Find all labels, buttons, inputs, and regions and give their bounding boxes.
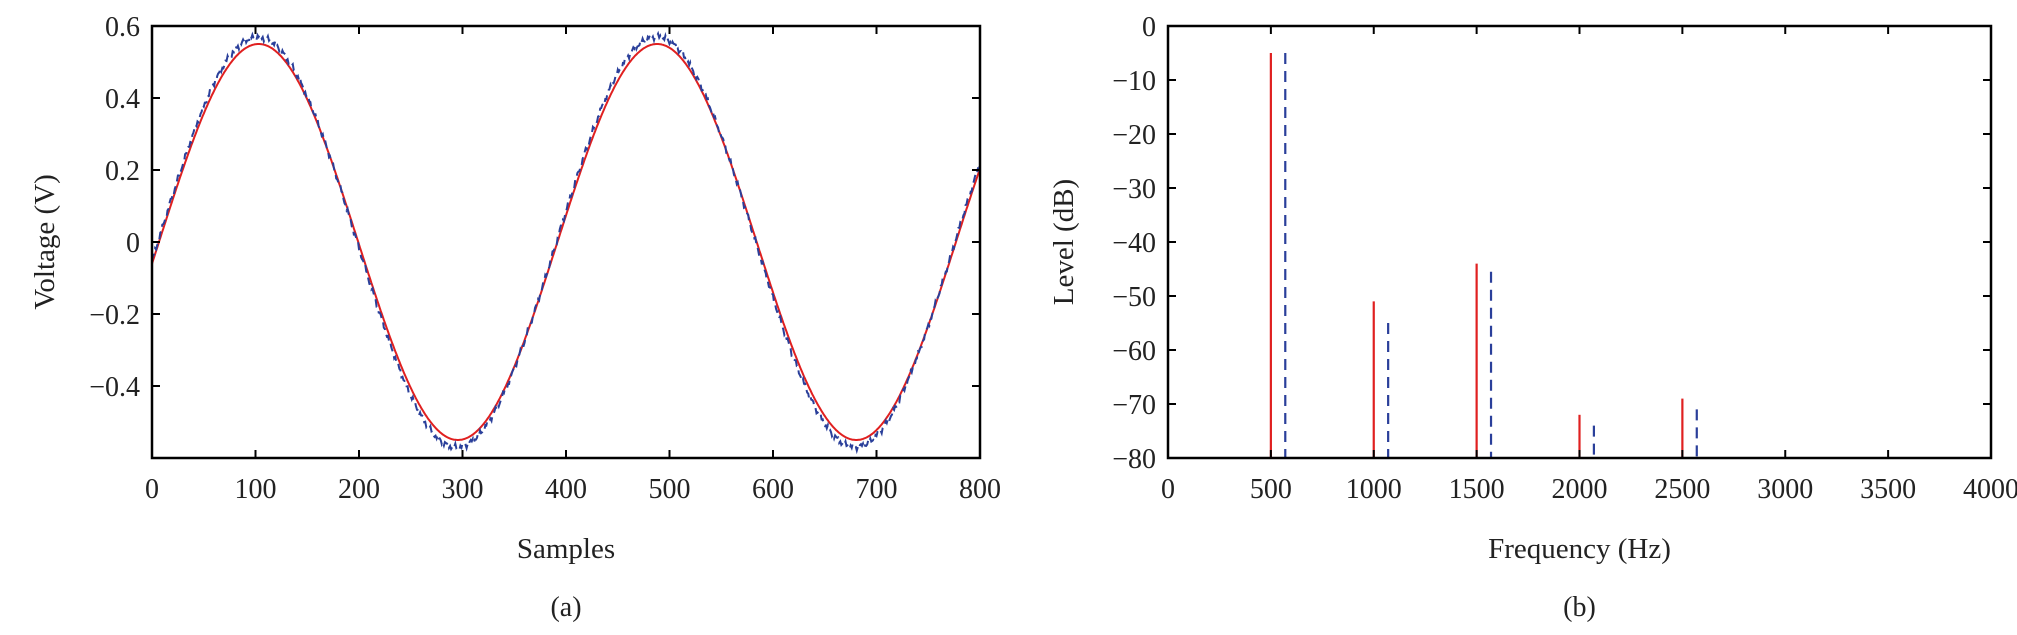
y-axis-label: Voltage (V) bbox=[29, 174, 61, 310]
plot-area bbox=[1269, 53, 1698, 458]
x-tick-label: 200 bbox=[338, 474, 380, 505]
x-tick-label: 0 bbox=[145, 474, 159, 505]
series-line-noisy bbox=[152, 30, 980, 455]
y-tick-label: −10 bbox=[1112, 66, 1156, 97]
x-axis-label: Samples bbox=[517, 533, 615, 565]
chart-panel-b: 0 500 1000 1500 2000 2500 3000 3500 4000 0 −10 −20 −… bbox=[1048, 12, 2017, 623]
x-tick-label: 700 bbox=[856, 474, 898, 505]
x-axis-label: Frequency (Hz) bbox=[1488, 533, 1671, 565]
panel-label: (b) bbox=[1563, 592, 1596, 623]
x-tick-label: 0 bbox=[1161, 474, 1175, 505]
y-tick-label: −60 bbox=[1112, 336, 1156, 367]
y-axis-label: Level (dB) bbox=[1048, 179, 1080, 305]
y-tick-label: 0.2 bbox=[105, 156, 140, 187]
y-tick-label: 0.4 bbox=[105, 84, 140, 115]
x-tick-label: 3500 bbox=[1860, 474, 1916, 505]
y-tick-label: −0.4 bbox=[89, 372, 140, 403]
x-tick-label: 500 bbox=[649, 474, 691, 505]
y-tick-label: −0.2 bbox=[89, 300, 140, 331]
y-tick-label: 0 bbox=[1142, 12, 1156, 43]
x-tick-label: 3000 bbox=[1757, 474, 1813, 505]
chart-panel-a: 0 100 200 300 400 500 600 700 800 −0.4 −0.2 0 0.2 0.4… bbox=[29, 12, 1001, 623]
x-tick-label: 1000 bbox=[1346, 474, 1402, 505]
x-tick-label: 1500 bbox=[1449, 474, 1505, 505]
x-tick-label: 600 bbox=[752, 474, 794, 505]
panel-label: (a) bbox=[550, 592, 581, 623]
y-tick-label: −50 bbox=[1112, 282, 1156, 313]
axes-frame bbox=[1166, 24, 1993, 460]
y-tick-label: 0.6 bbox=[105, 12, 140, 43]
x-tick-label: 400 bbox=[545, 474, 587, 505]
y-tick-label: −40 bbox=[1112, 228, 1156, 259]
y-tick-label: −20 bbox=[1112, 120, 1156, 151]
y-tick-label: −80 bbox=[1112, 444, 1156, 475]
x-tick-label: 2500 bbox=[1654, 474, 1710, 505]
y-tick-label: −70 bbox=[1112, 390, 1156, 421]
y-tick-label: −30 bbox=[1112, 174, 1156, 205]
plot-area bbox=[152, 30, 980, 455]
axes-frame bbox=[150, 24, 982, 460]
x-tick-label: 4000 bbox=[1963, 474, 2017, 505]
x-tick-label: 100 bbox=[235, 474, 277, 505]
series-line-reference bbox=[152, 43, 980, 441]
y-tick-label: 0 bbox=[126, 228, 140, 259]
x-tick-label: 500 bbox=[1250, 474, 1292, 505]
x-tick-label: 300 bbox=[442, 474, 484, 505]
x-tick-label: 800 bbox=[959, 474, 1001, 505]
x-tick-label: 2000 bbox=[1552, 474, 1608, 505]
